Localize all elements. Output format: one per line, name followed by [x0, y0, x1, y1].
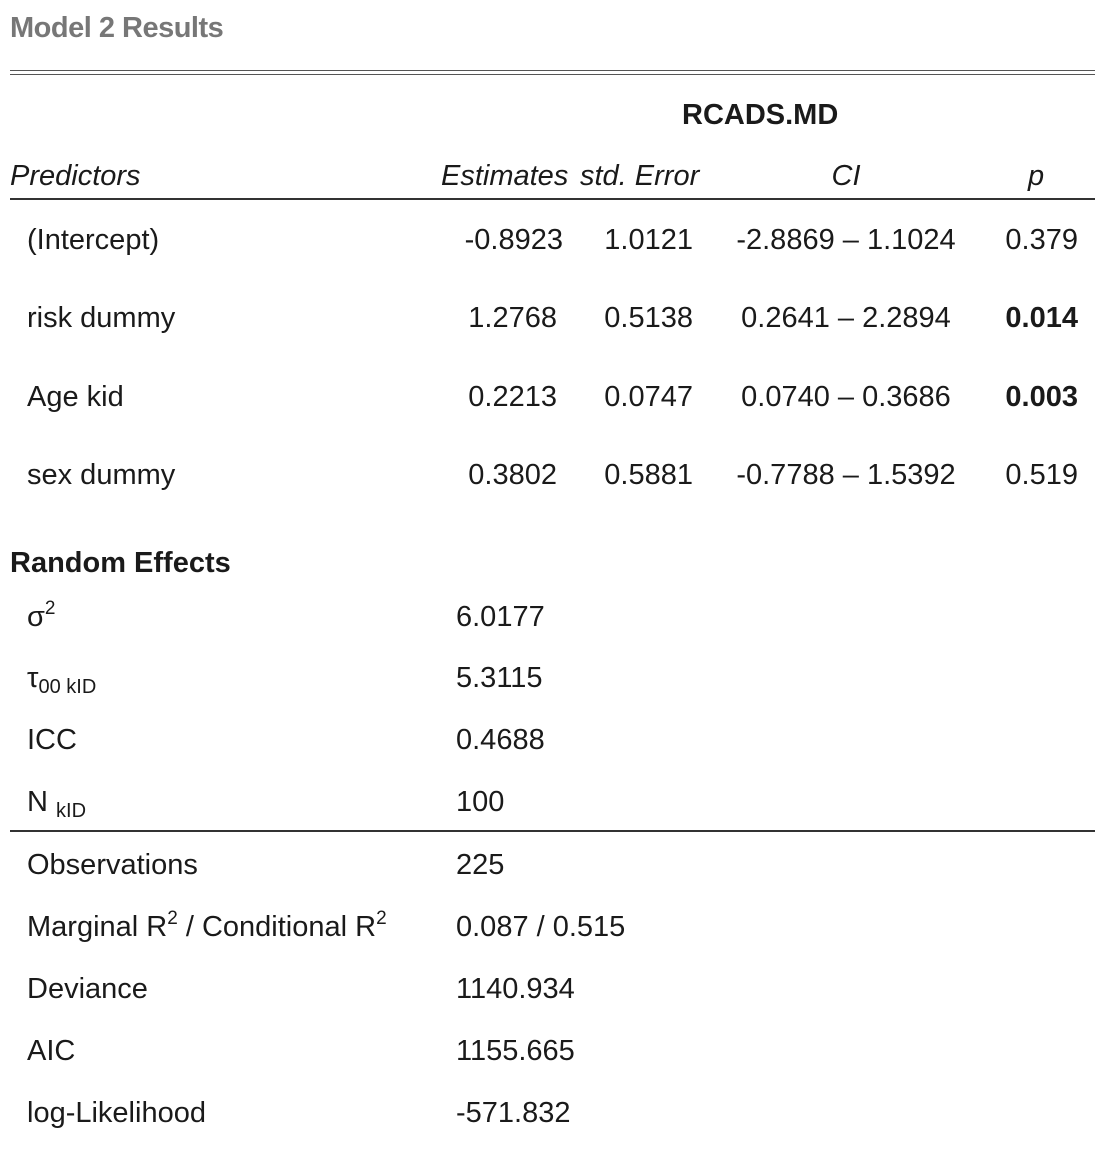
loglik-label: log-Likelihood — [27, 1097, 206, 1129]
deviance-label: Deviance — [27, 973, 148, 1005]
estimate-value: -0.8923 — [464, 224, 563, 256]
p-value: 0.003 — [1005, 381, 1078, 413]
aic-label: AIC — [27, 1035, 76, 1067]
tau-symbol: τ — [27, 662, 39, 694]
estimate-value: 0.2213 — [468, 381, 557, 413]
predictor-label: Age kid — [27, 381, 124, 413]
estimate-value: 0.3802 — [468, 459, 557, 491]
predictor-label: sex dummy — [27, 459, 176, 491]
dependent-variable-header: RCADS.MD — [682, 99, 839, 131]
tau-subscript: 00 kID — [38, 676, 97, 698]
n-symbol: N — [27, 786, 48, 818]
r2-conditional-text: / Conditional R — [177, 911, 377, 943]
top-double-rule — [10, 70, 1095, 75]
std-error-value: 1.0121 — [604, 224, 693, 256]
r2-marginal-text: Marginal R — [27, 911, 168, 943]
table-caption: Model 2 Results — [10, 12, 224, 44]
ci-value: -2.8869 – 1.1024 — [736, 224, 956, 256]
observations-label: Observations — [27, 849, 198, 881]
std-error-value: 0.5138 — [604, 302, 693, 334]
sigma2-label: σ2 — [27, 599, 55, 633]
deviance-value: 1140.934 — [456, 973, 575, 1005]
icc-value: 0.4688 — [456, 724, 545, 756]
r2-value: 0.087 / 0.515 — [456, 911, 626, 943]
tau00-label: τ00 kID — [27, 662, 96, 698]
p-value: 0.379 — [1005, 224, 1078, 256]
header-std-error: std. Error — [580, 160, 700, 192]
tau00-value: 5.3115 — [456, 662, 543, 694]
ci-value: 0.0740 – 0.3686 — [741, 381, 951, 413]
loglik-value: -571.832 — [456, 1097, 571, 1129]
r2-label: Marginal R2 / Conditional R2 — [27, 909, 387, 943]
header-predictors: Predictors — [10, 160, 141, 192]
random-effects-heading: Random Effects — [10, 547, 231, 579]
icc-label: ICC — [27, 724, 77, 756]
n-value: 100 — [456, 786, 505, 818]
p-value: 0.014 — [1005, 302, 1078, 334]
n-subscript: kID — [56, 800, 87, 822]
ci-value: 0.2641 – 2.2894 — [741, 302, 951, 334]
header-ci: CI — [831, 160, 861, 192]
std-error-value: 0.0747 — [604, 381, 693, 413]
aic-value: 1155.665 — [456, 1035, 575, 1067]
sigma2-value: 6.0177 — [456, 601, 545, 633]
r2-conditional-sup: 2 — [376, 908, 387, 929]
r2-marginal-sup: 2 — [167, 908, 178, 929]
p-value: 0.519 — [1005, 459, 1078, 491]
fit-rule — [10, 830, 1095, 832]
observations-value: 225 — [456, 849, 505, 881]
header-rule — [10, 198, 1095, 200]
sigma-superscript: 2 — [44, 598, 56, 619]
sigma-symbol: σ — [27, 601, 45, 633]
std-error-value: 0.5881 — [604, 459, 693, 491]
header-estimates: Estimates — [441, 160, 569, 192]
predictor-label: (Intercept) — [27, 224, 160, 256]
header-p: p — [1028, 160, 1045, 192]
predictor-label: risk dummy — [27, 302, 176, 334]
estimate-value: 1.2768 — [468, 302, 557, 334]
ci-value: -0.7788 – 1.5392 — [736, 459, 956, 491]
n-label: N kID — [27, 786, 86, 822]
